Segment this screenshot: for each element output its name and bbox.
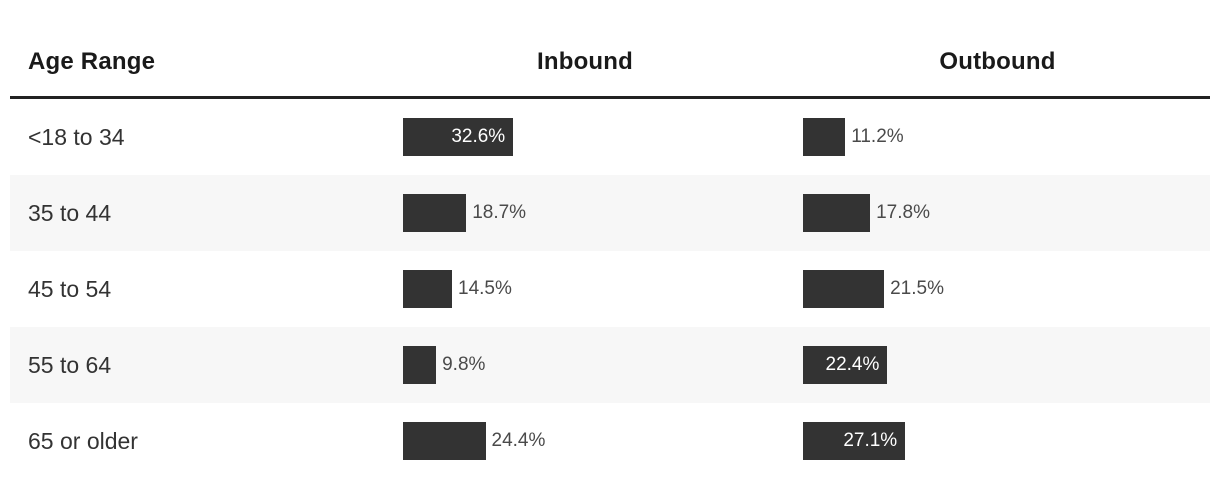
outbound-value-label: 27.1% [843,430,898,451]
outbound-value-label: 21.5% [890,278,944,299]
inbound-value-label: 24.4% [491,430,546,451]
age-range-label: 35 to 44 [28,199,112,226]
column-header-age-range: Age Range [28,48,156,75]
outbound-value-label: 11.2% [851,126,904,147]
inbound-value-label: 9.8% [442,354,486,375]
outbound-value-label: 22.4% [825,354,880,375]
outbound-bar-cell: 21.5% [785,251,1210,327]
outbound-bar-cell: 17.8% [785,175,1210,251]
outbound-bar-cell: 27.1% [785,403,1210,479]
table-row: 55 to 64 9.8% 22.4% [10,327,1210,403]
outbound-bar: 27.1% [803,422,906,460]
inbound-bar [403,346,437,384]
inbound-bar-cell: 32.6% [385,99,785,175]
inbound-value-label: 18.7% [472,202,527,223]
table-header-row: Age Range Inbound Outbound [10,0,1210,99]
column-header-outbound: Outbound [939,48,1056,75]
table-row: 35 to 44 18.7% 17.8% [10,175,1210,251]
table-body: <18 to 34 32.6% 11.2% 35 to 44 18.7% 1 [10,99,1210,479]
outbound-value-label: 17.8% [876,202,930,223]
inbound-value-label: 14.5% [458,278,512,299]
outbound-bar: 22.4% [803,346,888,384]
inbound-bar-cell: 9.8% [385,327,785,403]
inbound-bar-cell: 14.5% [385,251,785,327]
column-header-inbound: Inbound [536,48,634,75]
outbound-bar [803,270,885,308]
age-range-label: 45 to 54 [28,275,112,302]
outbound-bar-cell: 22.4% [785,327,1210,403]
inbound-bar-cell: 18.7% [385,175,785,251]
inbound-bar [403,270,452,308]
outbound-bar [803,194,871,232]
outbound-bar [803,118,846,156]
inbound-value-label: 32.6% [451,126,506,147]
table-row: 45 to 54 14.5% 21.5% [10,251,1210,327]
inbound-bar-cell: 24.4% [385,403,785,479]
inbound-bar [403,194,467,232]
inbound-bar: 32.6% [403,118,514,156]
inbound-bar [403,422,486,460]
age-range-label: 55 to 64 [28,351,112,378]
table-row: <18 to 34 32.6% 11.2% [10,99,1210,175]
age-range-label: 65 or older [28,427,138,454]
outbound-bar-cell: 11.2% [785,99,1210,175]
table-row: 65 or older 24.4% 27.1% [10,403,1210,479]
age-range-label: <18 to 34 [28,123,125,150]
